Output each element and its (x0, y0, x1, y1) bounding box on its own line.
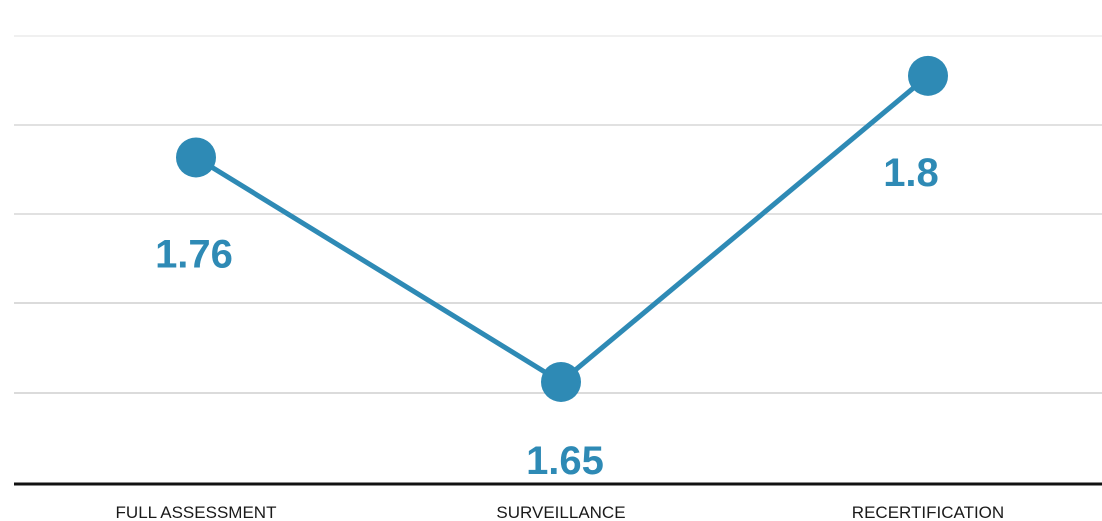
data-label-layer: 1.76 1.65 1.8 (155, 151, 939, 483)
series-layer (176, 55, 948, 402)
data-label: 1.8 (883, 151, 939, 195)
x-tick-label-recertification: RECERTIFICATION (852, 503, 1004, 521)
x-tick-label-surveillance: SURVEILLANCE (496, 503, 625, 521)
data-point-marker (908, 55, 948, 96)
x-tick-label-full-assessment: FULL ASSESSMENT (116, 503, 277, 521)
series-line (194, 73, 930, 385)
category-label-layer: FULL ASSESSMENT SURVEILLANCE RECERTIFICA… (116, 503, 1005, 521)
data-point-marker (176, 137, 216, 178)
data-label: 1.76 (155, 232, 233, 276)
data-point-marker (541, 361, 581, 402)
data-label: 1.65 (526, 439, 604, 483)
